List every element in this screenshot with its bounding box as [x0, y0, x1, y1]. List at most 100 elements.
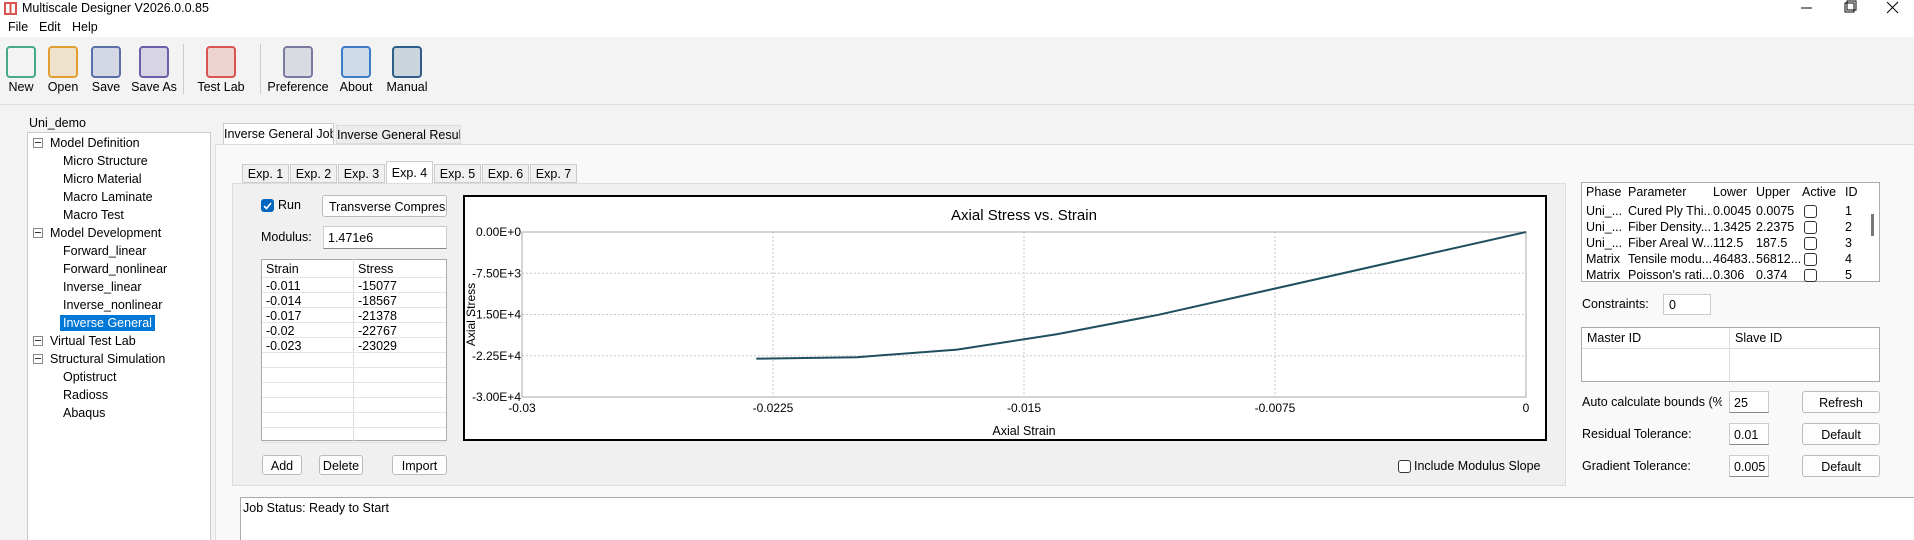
tree-group[interactable]: Model Definition [50, 136, 140, 150]
tree-item[interactable]: Inverse_nonlinear [63, 298, 163, 312]
toolbar-label[interactable]: Save [91, 80, 121, 94]
experiment-tab[interactable]: Exp. 5 [434, 164, 481, 183]
parameter-cell[interactable]: 56812... [1756, 252, 1800, 266]
tree-item[interactable]: Inverse General [60, 315, 155, 331]
toolbar-label[interactable]: New [8, 80, 34, 94]
toolbar-label[interactable]: About [339, 80, 373, 94]
setting-input[interactable]: 0.005 [1729, 455, 1769, 477]
tree-group[interactable]: Structural Simulation [50, 352, 166, 366]
toolbar-label[interactable]: Save As [131, 80, 177, 94]
setting-input[interactable]: 0.01 [1729, 423, 1769, 445]
tree-item[interactable]: Micro Structure [63, 154, 148, 168]
tree-expander[interactable] [33, 228, 43, 238]
toolbar-icon[interactable] [6, 46, 36, 78]
tree-group[interactable]: Model Development [50, 226, 162, 240]
parameter-cell[interactable]: 46483... [1713, 252, 1755, 266]
parameter-cell[interactable]: 5 [1845, 268, 1852, 282]
parameter-cell[interactable]: 4 [1845, 252, 1852, 266]
tree-item[interactable]: Optistruct [63, 370, 117, 384]
parameter-cell[interactable]: Fiber Areal W... [1628, 236, 1712, 250]
run-checkbox[interactable] [261, 199, 274, 212]
tree-item[interactable]: Macro Test [63, 208, 124, 222]
tree-item[interactable]: Micro Material [63, 172, 142, 186]
active-checkbox[interactable] [1804, 221, 1817, 234]
constraints-combo[interactable]: 0 [1663, 294, 1711, 315]
table-cell[interactable]: -23029 [358, 339, 397, 353]
experiment-tab[interactable]: Exp. 2 [290, 164, 337, 183]
tab[interactable]: Inverse General Result [336, 125, 461, 144]
toolbar-label[interactable]: Manual [386, 80, 428, 94]
parameter-cell[interactable]: 1.3425 [1713, 220, 1752, 234]
parameter-cell[interactable]: 1 [1845, 204, 1852, 218]
table-cell[interactable]: -0.023 [266, 339, 302, 353]
tree-expander[interactable] [33, 354, 43, 364]
tree-group[interactable]: Virtual Test Lab [50, 334, 136, 348]
parameter-cell[interactable]: 187.5 [1756, 236, 1788, 250]
tree-item[interactable]: Inverse_linear [63, 280, 142, 294]
table-cell[interactable]: -0.02 [266, 324, 295, 338]
parameter-cell[interactable]: 0.0075 [1756, 204, 1795, 218]
tree-item[interactable]: Forward_linear [63, 244, 147, 258]
parameter-cell[interactable]: 0.306 [1713, 268, 1745, 282]
table-cell[interactable]: -0.017 [266, 309, 302, 323]
table-cell[interactable]: -18567 [358, 294, 397, 308]
experiment-tab[interactable]: Exp. 3 [338, 164, 385, 183]
setting-button[interactable]: Default [1802, 455, 1880, 477]
test-type-combo[interactable]: Transverse Compressi [322, 195, 447, 217]
active-checkbox[interactable] [1804, 237, 1817, 250]
menu-item[interactable]: Help [72, 20, 98, 34]
experiment-tab[interactable]: Exp. 1 [242, 164, 289, 183]
parameter-cell[interactable]: Matrix [1586, 252, 1621, 266]
parameter-cell[interactable]: 2.2375 [1756, 220, 1795, 234]
parameter-cell[interactable]: Uni_... [1586, 236, 1623, 250]
table-cell[interactable]: -22767 [358, 324, 397, 338]
setting-button[interactable]: Refresh [1802, 391, 1880, 413]
window-controls[interactable] [1795, 0, 1914, 16]
toolbar-icon[interactable] [392, 46, 422, 78]
parameter-cell[interactable]: 2 [1845, 220, 1852, 234]
parameter-cell[interactable]: Tensile modu... [1628, 252, 1712, 266]
toolbar-label[interactable]: Test Lab [197, 80, 245, 94]
toolbar-icon[interactable] [91, 46, 121, 78]
menu-item[interactable]: Edit [39, 20, 61, 34]
tree-item[interactable]: Abaqus [63, 406, 106, 420]
table-button[interactable]: Delete [319, 455, 363, 475]
toolbar-icon[interactable] [139, 46, 169, 78]
modulus-input[interactable]: 1.471e6 [323, 226, 447, 249]
parameter-cell[interactable]: 112.5 [1713, 236, 1744, 250]
toolbar-icon[interactable] [283, 46, 313, 78]
table-cell[interactable]: -15077 [358, 279, 397, 293]
active-checkbox[interactable] [1804, 205, 1817, 218]
modulus-slope-checkbox[interactable] [1398, 460, 1411, 473]
tree-item[interactable]: Radioss [63, 388, 109, 402]
tab[interactable]: Inverse General Job [223, 123, 334, 144]
parameter-cell[interactable]: 3 [1845, 236, 1852, 250]
parameter-cell[interactable]: Uni_... [1586, 204, 1623, 218]
toolbar-label[interactable]: Preference [267, 80, 329, 94]
table-button[interactable]: Add [262, 455, 302, 475]
parameter-cell[interactable]: Matrix [1586, 268, 1621, 282]
experiment-tab[interactable]: Exp. 7 [530, 164, 577, 183]
parameter-cell[interactable]: 0.374 [1756, 268, 1788, 282]
tree-item[interactable]: Macro Laminate [63, 190, 153, 204]
table-cell[interactable]: -0.011 [266, 279, 301, 293]
tree-expander[interactable] [33, 336, 43, 346]
toolbar-icon[interactable] [48, 46, 78, 78]
active-checkbox[interactable] [1804, 253, 1817, 266]
menu-item[interactable]: File [8, 20, 29, 34]
toolbar-icon[interactable] [206, 46, 236, 78]
table-cell[interactable]: -0.014 [266, 294, 302, 308]
tree-item[interactable]: Forward_nonlinear [63, 262, 168, 276]
parameter-cell[interactable]: Fiber Density... [1628, 220, 1712, 234]
toolbar-label[interactable]: Open [47, 80, 79, 94]
parameter-cell[interactable]: 0.0045 [1713, 204, 1752, 218]
parameter-cell[interactable]: Poisson's rati... [1628, 268, 1712, 282]
setting-button[interactable]: Default [1802, 423, 1880, 445]
table-cell[interactable]: -21378 [358, 309, 397, 323]
parameter-cell[interactable]: Cured Ply Thi... [1628, 204, 1712, 218]
tree-expander[interactable] [33, 138, 43, 148]
experiment-tab[interactable]: Exp. 6 [482, 164, 529, 183]
active-checkbox[interactable] [1804, 269, 1817, 282]
toolbar-icon[interactable] [341, 46, 371, 78]
table-button[interactable]: Import [392, 455, 447, 475]
